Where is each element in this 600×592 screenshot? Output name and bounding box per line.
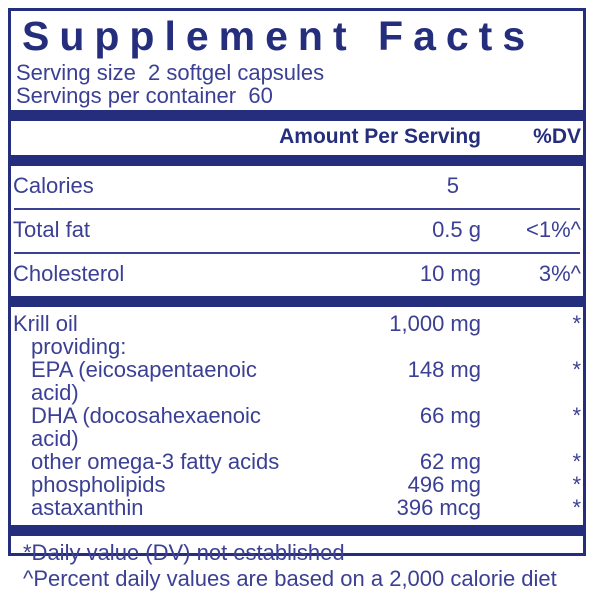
- table-row-krill-oil: Krill oil 1,000 mg *: [13, 312, 581, 335]
- nutrient-dv: *: [572, 311, 581, 337]
- nutrient-name: Krill oil: [13, 311, 78, 337]
- thin-divider: [14, 208, 580, 211]
- nutrient-amount: 10 mg: [419, 261, 481, 287]
- nutrient-dv: *: [572, 403, 581, 429]
- nutrient-amount: 1,000 mg: [389, 311, 481, 337]
- nutrient-dv: *: [572, 357, 581, 383]
- table-row-calories: Calories 5: [11, 166, 583, 208]
- nutrient-amount: 62 mg: [419, 449, 481, 475]
- serving-info: Serving size 2 softgel capsules Servings…: [16, 61, 583, 107]
- separator-bar-top: [11, 110, 583, 122]
- panel-title: Supplement Facts: [22, 13, 536, 59]
- separator-bar-header: [11, 155, 583, 167]
- table-row-astaxanthin: astaxanthin 396 mcg *: [13, 496, 581, 519]
- nutrient-dv: <1%^: [526, 217, 581, 243]
- nutrient-amount: 66 mg: [419, 403, 481, 429]
- nutrient-dv: *: [572, 472, 581, 498]
- nutrient-amount: 396 mcg: [396, 495, 481, 521]
- servings-per-container-line: Servings per container 60: [16, 83, 273, 109]
- nutrient-name: phospholipids: [31, 472, 166, 498]
- nutrient-dv: *: [572, 495, 581, 521]
- nutrient-name: other omega-3 fatty acids: [31, 449, 280, 475]
- providing-label-row: providing:: [13, 335, 581, 358]
- nutrient-dv: 3%^: [538, 261, 581, 287]
- amount-per-serving-header: Amount Per Serving: [279, 125, 481, 149]
- nutrient-name: Cholesterol: [13, 261, 125, 287]
- nutrient-name: astaxanthin: [31, 495, 144, 521]
- table-row-dha: DHA (docosahexaenoic acid) 66 mg *: [13, 404, 581, 450]
- nutrient-name: Total fat: [13, 217, 91, 243]
- table-row-other-omega3: other omega-3 fatty acids 62 mg *: [13, 450, 581, 473]
- nutrient-name: Calories: [13, 173, 94, 199]
- table-row-epa: EPA (eicosapentaenoic acid) 148 mg *: [13, 358, 581, 404]
- footnote-dv-not-established: *Daily value (DV) not established: [23, 540, 345, 566]
- providing-label: providing:: [31, 334, 127, 360]
- nutrient-amount: 496 mg: [407, 472, 481, 498]
- table-row-cholesterol: Cholesterol 10 mg 3%^: [11, 254, 583, 296]
- table-row-phospholipids: phospholipids 496 mg *: [13, 473, 581, 496]
- nutrient-dv: *: [572, 449, 581, 475]
- percent-dv-header: %DV: [533, 125, 581, 149]
- separator-bar-mid: [11, 296, 583, 308]
- nutrient-amount: 5: [446, 173, 459, 199]
- nutrient-name: DHA (docosahexaenoic acid): [31, 403, 261, 452]
- nutrient-amount: 0.5 g: [432, 217, 481, 243]
- separator-bar-bottom: [11, 525, 583, 537]
- table-row-total-fat: Total fat 0.5 g <1%^: [11, 210, 583, 252]
- nutrient-name: EPA (eicosapentaenoic acid): [31, 357, 257, 406]
- serving-size-line: Serving size 2 softgel capsules: [16, 60, 325, 86]
- footnote-percent-daily-values: ^Percent daily values are based on a 2,0…: [23, 566, 557, 592]
- column-header-row: Amount Per Serving %DV: [11, 121, 583, 155]
- nutrient-amount: 148 mg: [407, 357, 481, 383]
- krill-oil-group: Krill oil 1,000 mg * providing: EPA (eic…: [11, 307, 583, 525]
- supplement-facts-panel: Supplement Facts Serving size 2 softgel …: [8, 8, 586, 591]
- thin-divider: [14, 252, 580, 255]
- footnotes: *Daily value (DV) not established ^Perce…: [23, 540, 583, 592]
